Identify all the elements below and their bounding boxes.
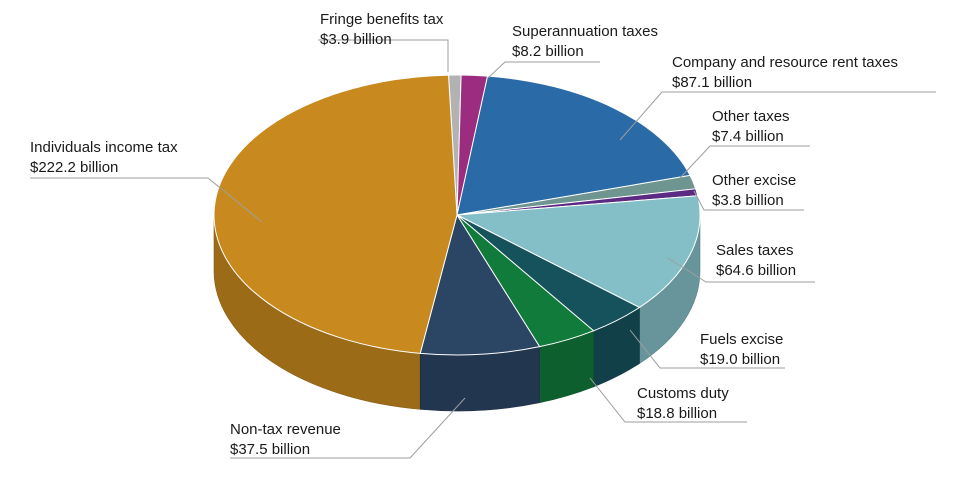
slice-individuals-income-tax bbox=[213, 74, 458, 354]
leader-lines bbox=[30, 39, 936, 459]
value-other-excise: $3.8 billion bbox=[712, 192, 784, 209]
leader-customs-duty bbox=[589, 377, 747, 423]
slice-sales-taxes bbox=[455, 195, 701, 309]
label-superannuation-taxes: Superannuation taxes bbox=[512, 23, 658, 40]
value-individuals-income-tax: $222.2 billion bbox=[30, 159, 118, 176]
value-superannuation-taxes: $8.2 billion bbox=[512, 43, 584, 60]
label-individuals-income-tax: Individuals income tax bbox=[30, 139, 178, 156]
value-non-tax-revenue: $37.5 billion bbox=[230, 441, 310, 458]
label-customs-duty: Customs duty bbox=[637, 385, 729, 402]
leader-fuels-excise bbox=[629, 329, 785, 369]
slice-company-and-resource-rent-taxes bbox=[456, 75, 691, 216]
leader-other-excise bbox=[693, 190, 804, 211]
label-other-taxes: Other taxes bbox=[712, 108, 790, 125]
leader-fringe-benefits-tax bbox=[318, 39, 449, 72]
leader-individuals-income-tax bbox=[30, 177, 263, 223]
value-fuels-excise: $19.0 billion bbox=[700, 351, 780, 368]
side-non-tax-revenue bbox=[419, 346, 540, 412]
label-non-tax-revenue: Non-tax revenue bbox=[230, 421, 341, 438]
label-fringe-benefits-tax: Fringe benefits tax bbox=[320, 11, 444, 28]
leader-company-and-resource-rent-taxes bbox=[619, 91, 936, 141]
slice-labels: Fringe benefits tax $3.9 billion Superannu… bbox=[30, 11, 898, 458]
label-fuels-excise: Fuels excise bbox=[700, 331, 783, 348]
value-other-taxes: $7.4 billion bbox=[712, 128, 784, 145]
leader-superannuation-taxes bbox=[487, 61, 600, 79]
label-sales-taxes: Sales taxes bbox=[716, 242, 794, 259]
leader-non-tax-revenue bbox=[230, 397, 466, 459]
leader-other-taxes bbox=[679, 145, 810, 179]
value-customs-duty: $18.8 billion bbox=[637, 405, 717, 422]
slice-non-tax-revenue bbox=[419, 213, 541, 356]
pie-side-walls bbox=[213, 214, 701, 412]
leader-sales-taxes bbox=[667, 257, 815, 283]
value-company-and-resource-rent-taxes: $87.1 billion bbox=[672, 74, 752, 91]
value-sales-taxes: $64.6 billion bbox=[716, 262, 796, 279]
value-fringe-benefits-tax: $3.9 billion bbox=[320, 31, 392, 48]
label-company-and-resource-rent-taxes: Company and resource rent taxes bbox=[672, 54, 898, 71]
label-other-excise: Other excise bbox=[712, 172, 796, 189]
pie-top-faces bbox=[213, 74, 701, 356]
